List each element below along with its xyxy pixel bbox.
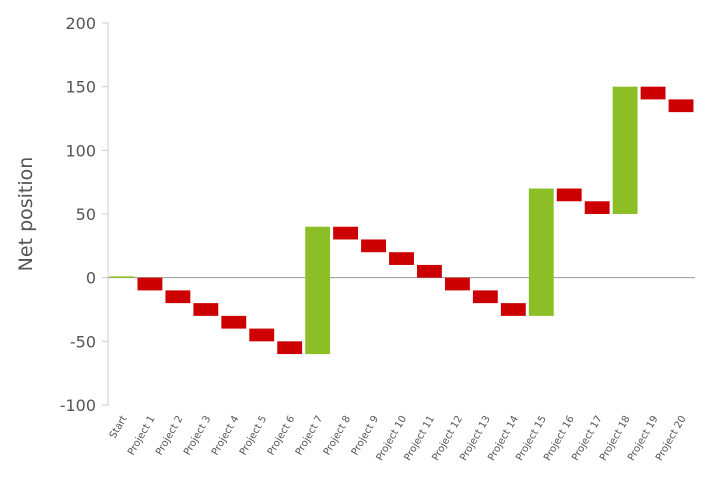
x-tick-label: Project 1 [126, 414, 157, 457]
x-tick-label: Project 2 [154, 414, 185, 457]
waterfall-bar-increase [612, 86, 638, 214]
waterfall-bar-decrease [389, 252, 414, 265]
waterfall-bar-increase [528, 188, 554, 316]
y-tick-label: -100 [60, 396, 96, 415]
x-tick-label: Start [108, 414, 130, 441]
x-tick-label: Project 3 [182, 414, 213, 457]
x-tick-label: Project 9 [350, 414, 381, 457]
waterfall-bar-decrease [137, 277, 163, 291]
x-tick-label: Project 8 [322, 414, 353, 457]
waterfall-bar-decrease [333, 226, 359, 240]
y-tick-label: 50 [76, 205, 96, 224]
waterfall-bar-increase [109, 276, 135, 278]
waterfall-bar-decrease [249, 328, 275, 342]
y-tick-label: 0 [86, 269, 96, 288]
y-tick-label: 150 [65, 78, 96, 97]
waterfall-bar-decrease [444, 277, 470, 291]
y-axis-label: Net position [15, 157, 37, 272]
x-tick-label: Project 6 [266, 414, 297, 457]
y-tick-label: 100 [65, 141, 96, 160]
waterfall-bar-decrease [500, 303, 526, 316]
waterfall-bar-decrease [417, 264, 442, 278]
waterfall-bar-decrease [556, 188, 582, 202]
waterfall-bar-decrease [584, 201, 610, 214]
x-tick-label: Project 4 [210, 414, 241, 457]
waterfall-bar-decrease [472, 290, 498, 304]
waterfall-bar-increase [305, 226, 331, 355]
x-tick-label: Project 5 [238, 414, 269, 457]
y-axis-ticks: 200 150 100 50 0 -50 -100 [60, 14, 108, 415]
waterfall-bar-decrease [165, 290, 191, 304]
waterfall-bar-decrease [640, 86, 666, 100]
waterfall-bar-decrease [193, 303, 219, 316]
waterfall-bar-decrease [277, 341, 303, 355]
waterfall-bar-decrease [221, 315, 247, 329]
waterfall-bars [109, 86, 694, 355]
x-tick-label: Project 7 [294, 414, 325, 457]
y-tick-label: -50 [70, 332, 96, 351]
waterfall-bar-decrease [668, 99, 694, 113]
y-tick-label: 200 [65, 14, 96, 33]
waterfall-bar-decrease [361, 239, 386, 253]
